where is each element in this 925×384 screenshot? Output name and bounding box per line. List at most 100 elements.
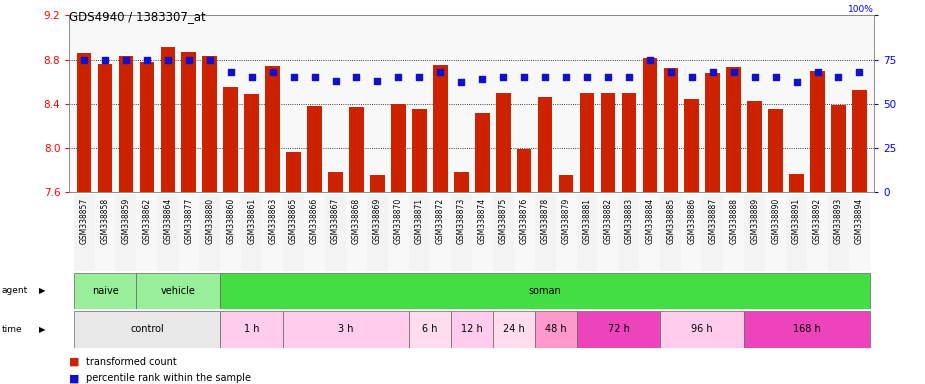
Bar bbox=[325, 194, 346, 271]
Bar bbox=[786, 194, 807, 271]
Bar bbox=[220, 311, 283, 348]
Point bbox=[810, 69, 825, 75]
Text: GSM338857: GSM338857 bbox=[80, 198, 89, 244]
Text: ■: ■ bbox=[69, 373, 80, 383]
Bar bbox=[140, 62, 154, 192]
Bar bbox=[203, 56, 217, 192]
Text: GSM338886: GSM338886 bbox=[687, 198, 697, 244]
Bar bbox=[580, 93, 595, 192]
Point bbox=[98, 56, 113, 63]
Text: GSM338859: GSM338859 bbox=[121, 198, 130, 244]
Bar bbox=[849, 194, 870, 271]
Text: GSM338890: GSM338890 bbox=[771, 198, 780, 244]
Point bbox=[747, 74, 762, 80]
Text: 48 h: 48 h bbox=[545, 324, 566, 334]
Bar bbox=[74, 273, 137, 309]
Text: GSM338884: GSM338884 bbox=[646, 198, 654, 244]
Text: GSM338894: GSM338894 bbox=[855, 198, 864, 244]
Bar bbox=[513, 194, 535, 271]
Text: GSM338872: GSM338872 bbox=[436, 198, 445, 244]
Text: GSM338889: GSM338889 bbox=[750, 198, 759, 244]
Bar bbox=[643, 58, 658, 192]
Point bbox=[307, 74, 322, 80]
Text: GSM338858: GSM338858 bbox=[101, 198, 109, 244]
Bar bbox=[137, 273, 220, 309]
Bar bbox=[179, 194, 199, 271]
Point bbox=[160, 56, 175, 63]
Point bbox=[580, 74, 595, 80]
Bar bbox=[157, 194, 179, 271]
Text: 24 h: 24 h bbox=[503, 324, 524, 334]
Bar bbox=[745, 194, 765, 271]
Text: GSM338870: GSM338870 bbox=[394, 198, 403, 244]
Text: GSM338876: GSM338876 bbox=[520, 198, 529, 244]
Bar bbox=[535, 311, 576, 348]
Bar bbox=[475, 113, 489, 192]
Bar bbox=[181, 52, 196, 192]
Text: GSM338879: GSM338879 bbox=[561, 198, 571, 244]
Point bbox=[244, 74, 259, 80]
Point bbox=[517, 74, 532, 80]
Bar bbox=[769, 109, 783, 192]
Bar bbox=[286, 152, 301, 192]
Text: GDS4940 / 1383307_at: GDS4940 / 1383307_at bbox=[69, 10, 206, 23]
Text: ■: ■ bbox=[69, 357, 80, 367]
Bar bbox=[74, 311, 220, 348]
Bar bbox=[706, 73, 720, 192]
Text: control: control bbox=[130, 324, 164, 334]
Point bbox=[412, 74, 426, 80]
Bar bbox=[283, 194, 304, 271]
Bar bbox=[598, 194, 619, 271]
Text: 168 h: 168 h bbox=[793, 324, 820, 334]
Bar bbox=[307, 106, 322, 192]
Bar bbox=[346, 194, 367, 271]
Text: GSM338864: GSM338864 bbox=[164, 198, 172, 244]
Bar bbox=[723, 194, 745, 271]
Point bbox=[118, 56, 133, 63]
Bar bbox=[556, 194, 576, 271]
Bar bbox=[576, 311, 660, 348]
Bar bbox=[409, 194, 430, 271]
Text: GSM338880: GSM338880 bbox=[205, 198, 215, 244]
Point bbox=[726, 69, 741, 75]
Bar bbox=[74, 194, 94, 271]
Text: 100%: 100% bbox=[848, 5, 874, 15]
Text: ▶: ▶ bbox=[39, 286, 45, 295]
Text: GSM338869: GSM338869 bbox=[373, 198, 382, 244]
Text: 6 h: 6 h bbox=[422, 324, 438, 334]
Bar bbox=[220, 194, 241, 271]
Bar bbox=[726, 67, 741, 192]
Point bbox=[622, 74, 636, 80]
Bar bbox=[450, 311, 493, 348]
Bar bbox=[576, 194, 598, 271]
Bar bbox=[304, 194, 325, 271]
Point bbox=[789, 79, 804, 86]
Text: GSM338874: GSM338874 bbox=[477, 198, 487, 244]
Text: percentile rank within the sample: percentile rank within the sample bbox=[86, 373, 251, 383]
Text: time: time bbox=[2, 325, 22, 334]
Bar bbox=[98, 64, 112, 192]
Point bbox=[769, 74, 783, 80]
Text: GSM338863: GSM338863 bbox=[268, 198, 278, 244]
Text: GSM338887: GSM338887 bbox=[709, 198, 717, 244]
Bar bbox=[409, 311, 450, 348]
Bar bbox=[702, 194, 723, 271]
Bar bbox=[262, 194, 283, 271]
Point bbox=[663, 69, 678, 75]
Bar bbox=[559, 175, 574, 192]
Bar bbox=[241, 194, 262, 271]
Bar bbox=[450, 194, 472, 271]
Bar bbox=[745, 311, 869, 348]
Bar bbox=[283, 311, 409, 348]
Text: naive: naive bbox=[92, 286, 118, 296]
Bar bbox=[224, 87, 238, 192]
Bar bbox=[328, 172, 343, 192]
Bar bbox=[684, 99, 699, 192]
Text: 1 h: 1 h bbox=[244, 324, 259, 334]
Point bbox=[537, 74, 552, 80]
Bar bbox=[370, 175, 385, 192]
Point bbox=[454, 79, 469, 86]
Bar bbox=[412, 109, 426, 192]
Text: GSM338868: GSM338868 bbox=[352, 198, 361, 244]
Text: GSM338877: GSM338877 bbox=[184, 198, 193, 244]
